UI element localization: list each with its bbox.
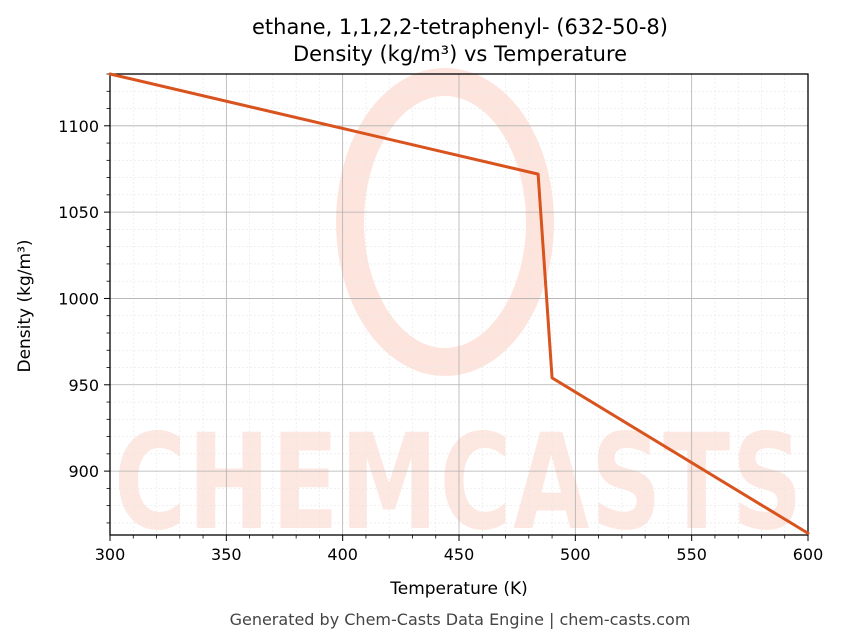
y-tick-label: 900 [68, 462, 99, 481]
chart-title: ethane, 1,1,2,2-tetraphenyl- (632-50-8) [252, 15, 668, 39]
watermark: CHEMCASTS [114, 68, 804, 560]
x-tick-label: 500 [560, 545, 591, 564]
chart-subtitle: Density (kg/m³) vs Temperature [293, 42, 627, 66]
x-axis: 300 350 400 450 500 550 600 [95, 535, 824, 564]
x-tick-label: 450 [444, 545, 475, 564]
x-tick-label: 400 [327, 545, 358, 564]
x-tick-label: 300 [95, 545, 126, 564]
watermark-logo-ring [336, 68, 554, 376]
y-axis-label: Density (kg/m³) [15, 239, 35, 372]
y-axis: 900 950 1000 1050 1100 [58, 73, 110, 524]
x-tick-label: 550 [676, 545, 707, 564]
y-tick-label: 1000 [58, 289, 99, 308]
y-tick-label: 950 [68, 376, 99, 395]
density-series-line [108, 72, 810, 535]
watermark-text: CHEMCASTS [114, 406, 804, 560]
major-grid [109, 74, 809, 535]
footer-credit: Generated by Chem-Casts Data Engine | ch… [230, 610, 691, 629]
x-tick-label: 600 [793, 545, 824, 564]
series-layer [108, 72, 810, 535]
x-tick-label: 350 [211, 545, 242, 564]
y-tick-label: 1050 [58, 203, 99, 222]
x-axis-label: Temperature (K) [389, 579, 528, 599]
y-tick-label: 1100 [58, 117, 99, 136]
